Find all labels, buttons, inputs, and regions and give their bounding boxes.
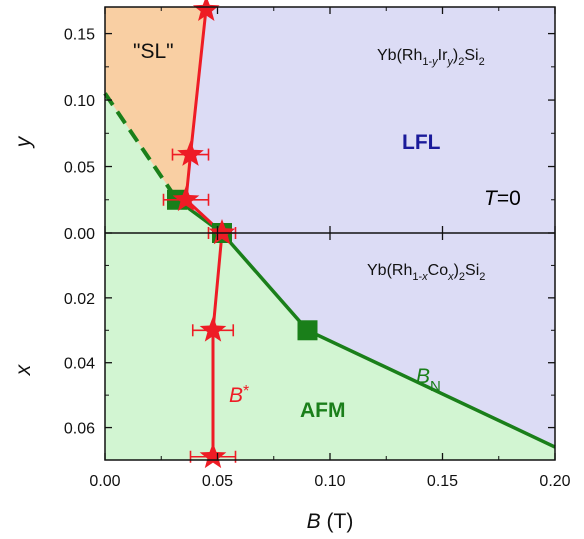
x-tick-label-3: 0.15 (427, 473, 458, 490)
y-tick-label-top-0: 0.00 (64, 226, 95, 243)
x-tick-label-0: 0.00 (89, 473, 120, 490)
x-tick-label-4: 0.20 (539, 473, 570, 490)
y-tick-label-top-3: 0.15 (64, 27, 95, 44)
x-tick-label-1: 0.05 (202, 473, 233, 490)
x-axis-title: B (T) (307, 510, 354, 533)
y-tick-label-top-2: 0.10 (64, 93, 95, 110)
bstar-star-bottom-2 (199, 442, 227, 469)
region-afm (105, 93, 555, 460)
region-label-lfl: LFL (402, 131, 441, 154)
compound-label-top: Yb(Rh1-yIry)2Si2 (377, 47, 485, 68)
curve-label-bstar: B* (229, 383, 249, 407)
curve-label-bn: BN (416, 365, 441, 395)
bstar-star-top-0 (177, 140, 204, 166)
compound-label-bottom: Yb(Rh1-xCox)2Si2 (367, 262, 485, 283)
x-tick-label-2: 0.10 (314, 473, 345, 490)
x-axis-title-bottom-panel: x (12, 363, 35, 376)
y-tick-label-bottom-2: 0.06 (64, 421, 95, 438)
bstar-line (184, 6, 224, 460)
region-label-sl: "SL" (133, 40, 174, 63)
bstar-star-bottom-0 (208, 219, 236, 245)
y-axis-title: y (12, 135, 35, 149)
y-tick-label-bottom-0: 0.02 (64, 291, 95, 308)
bn-square-bottom-1 (297, 320, 318, 341)
bn-boundary-line (175, 198, 556, 449)
region-label-afm: AFM (300, 399, 346, 422)
temperature-label: T=0 (484, 187, 521, 210)
bstar-star-top-2 (192, 0, 220, 21)
bstar-star-bottom-1 (199, 316, 227, 342)
y-tick-label-bottom-1: 0.04 (64, 356, 95, 373)
bstar-star-top-1 (172, 185, 200, 212)
y-tick-label-top-1: 0.05 (64, 160, 95, 177)
